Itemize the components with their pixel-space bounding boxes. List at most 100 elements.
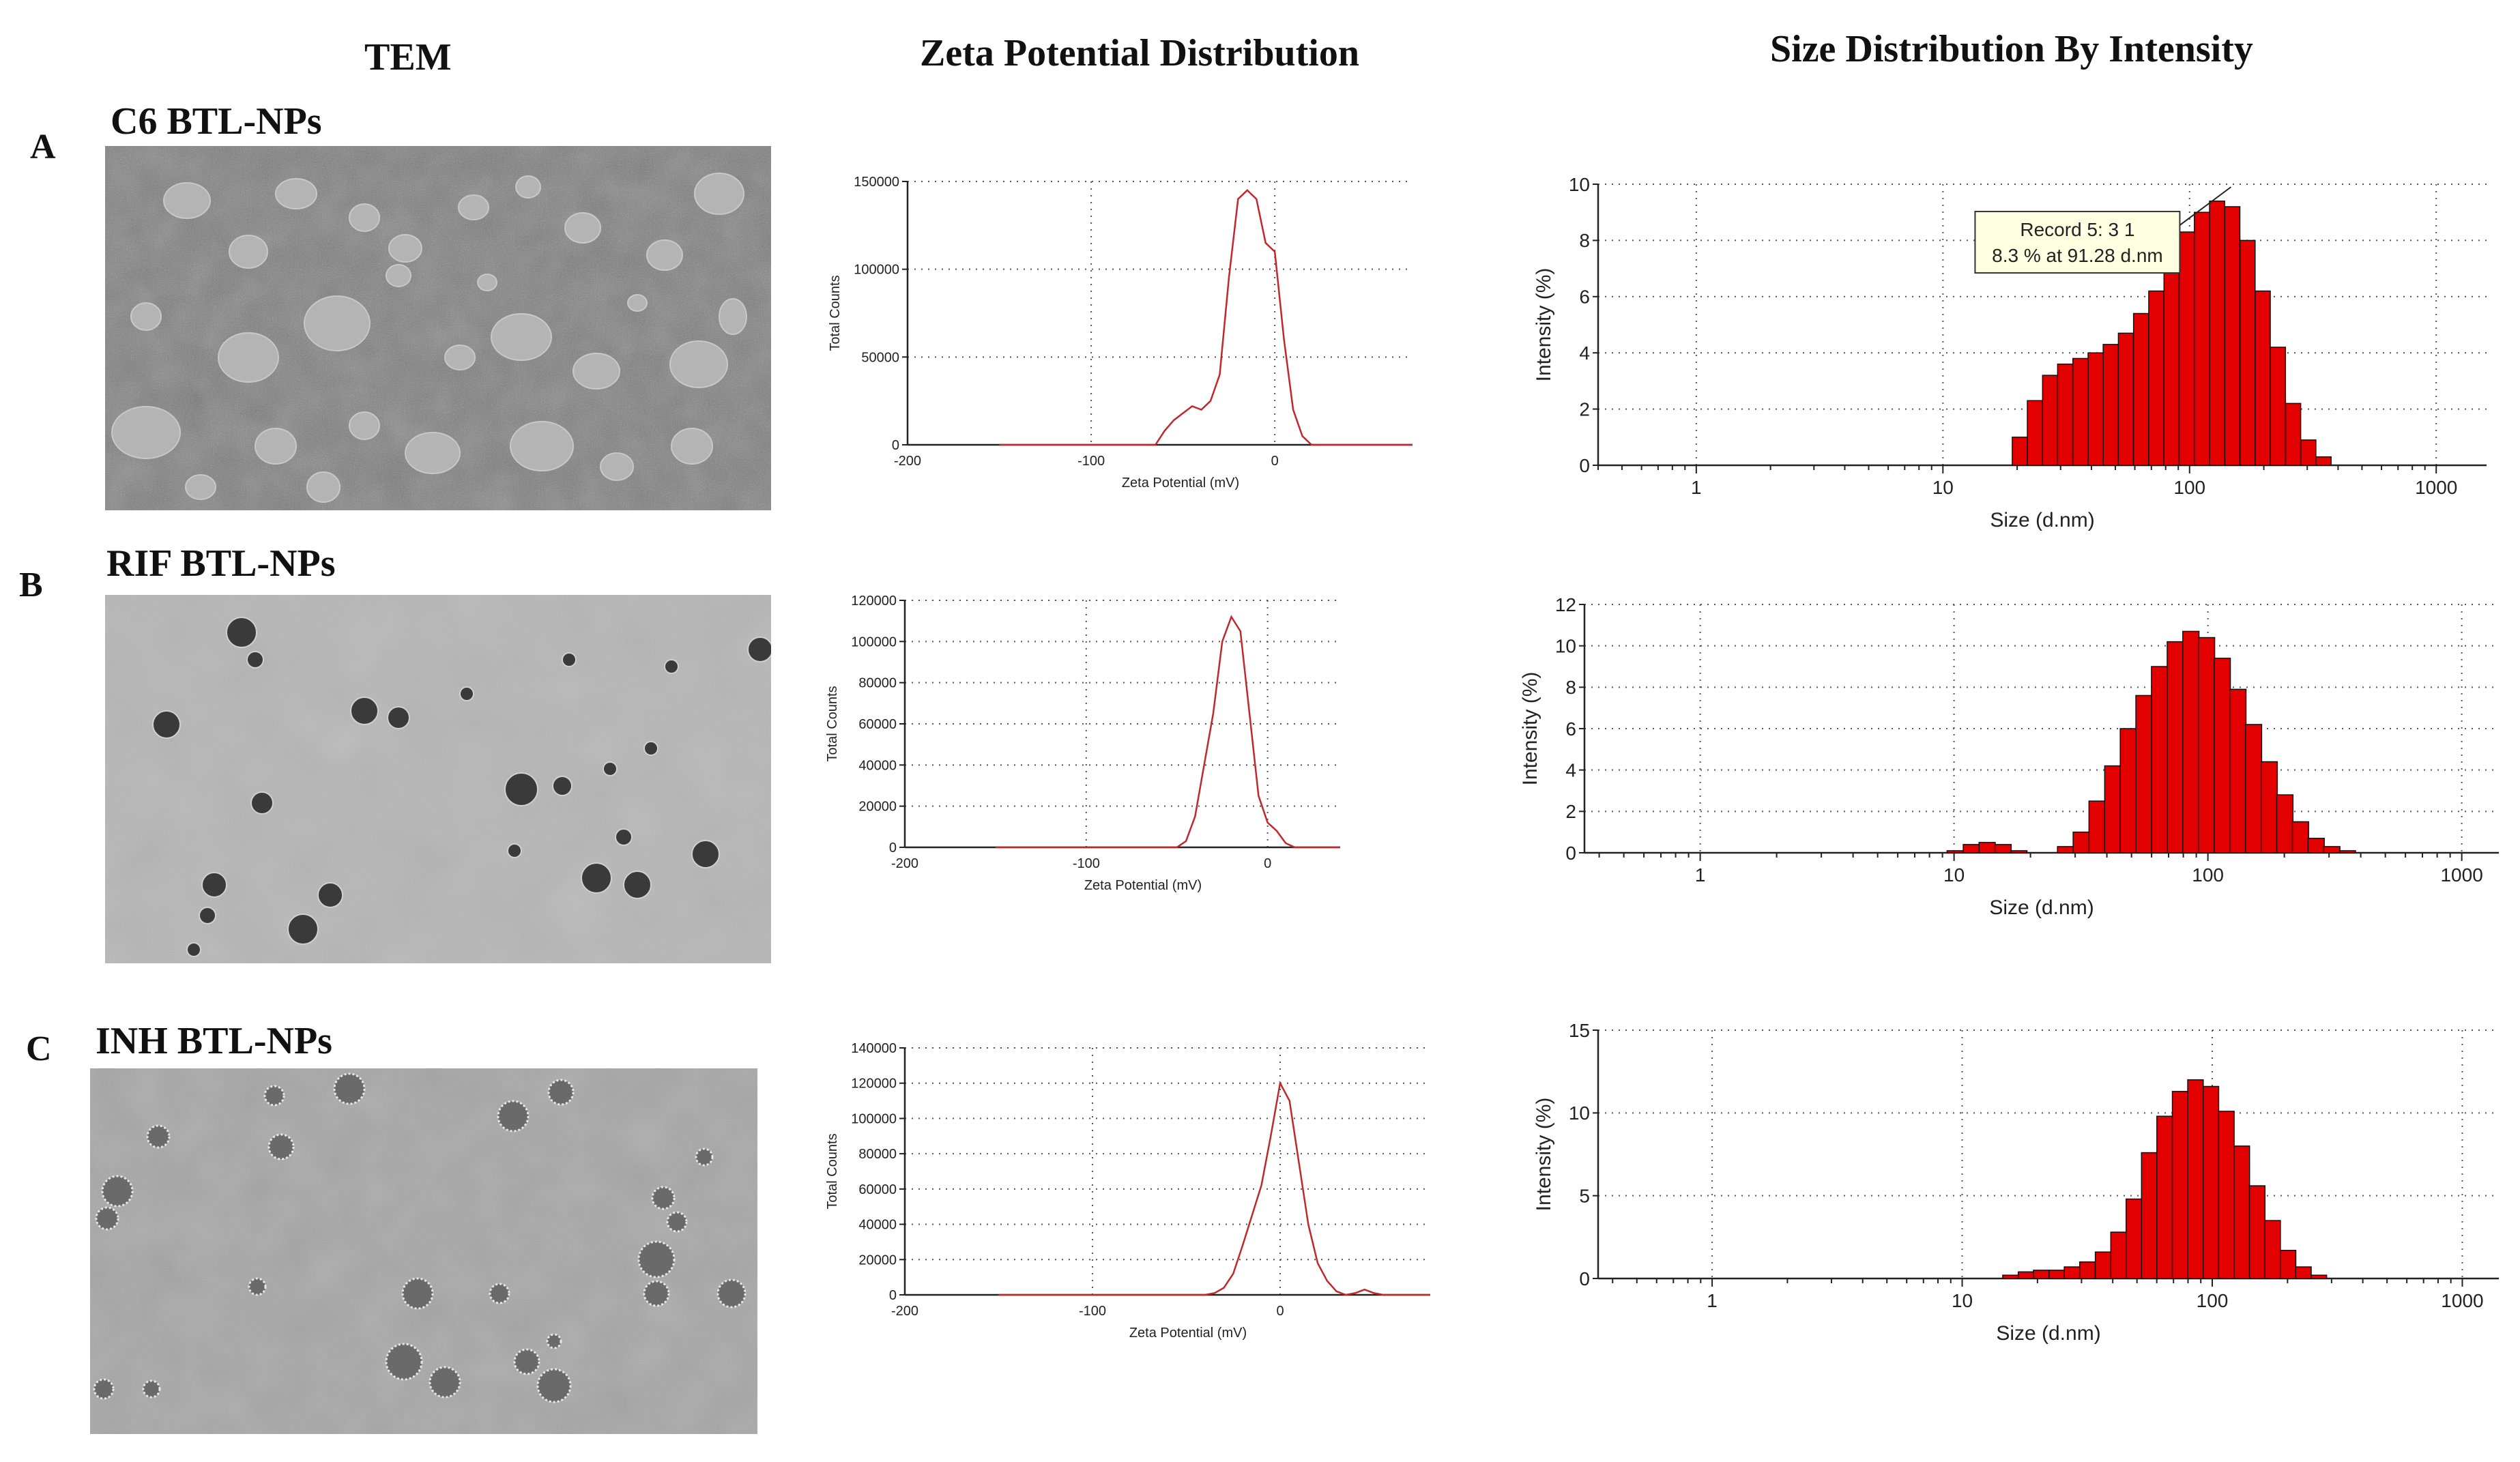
series-line: [999, 189, 1413, 446]
x-tick-label: -100: [1073, 856, 1100, 871]
bar: [2094, 1251, 2112, 1279]
annotation-line-1: Record 5: 3 1: [2020, 219, 2134, 240]
bar: [2323, 846, 2341, 853]
y-tick-label: 6: [1579, 287, 1590, 308]
x-tick-label: 1000: [2440, 864, 2482, 886]
y-tick-label: 150000: [854, 175, 899, 190]
x-axis-label: Zeta Potential (mV): [1122, 476, 1239, 491]
header-size: Size Distribution By Intensity: [1770, 28, 2253, 70]
x-tick-label: 10: [1932, 477, 1954, 498]
bar: [2202, 1085, 2220, 1279]
y-tick-label: 60000: [858, 717, 897, 732]
y-tick-label: 120000: [851, 594, 897, 609]
y-tick-label: 6: [1565, 718, 1576, 740]
x-tick-label: -100: [1077, 454, 1105, 469]
sample-label-a: C6 BTL-NPs: [111, 100, 322, 143]
y-tick-label: 8: [1579, 230, 1590, 251]
bar: [2311, 1274, 2328, 1279]
x-tick-label: 1: [1707, 1290, 1718, 1311]
x-axis-label: Zeta Potential (mV): [1084, 878, 1202, 893]
sample-label-c: INH BTL-NPs: [96, 1020, 332, 1062]
bar: [2063, 1266, 2081, 1279]
x-axis-label: Size (d.nm): [1990, 509, 2094, 531]
y-tick-label: 120000: [851, 1077, 897, 1092]
header-tem: TEM: [364, 36, 452, 78]
bar: [2171, 1091, 2189, 1279]
y-tick-label: 2: [1565, 801, 1576, 822]
bar: [2110, 1231, 2127, 1279]
bar: [2033, 1270, 2050, 1279]
bar: [2017, 1271, 2035, 1279]
series-line: [995, 615, 1340, 849]
x-tick-label: 1: [1695, 864, 1706, 886]
y-tick-label: 15: [1569, 1020, 1590, 1041]
bar: [2156, 1115, 2173, 1279]
y-tick-label: 2: [1579, 398, 1590, 420]
y-tick-label: 80000: [858, 1147, 897, 1162]
y-axis-label: Total Counts: [825, 1133, 840, 1209]
annotation-leader: [2179, 186, 2232, 226]
y-tick-label: 10: [1569, 174, 1590, 195]
x-tick-label: 100: [2192, 864, 2224, 886]
bar: [2279, 1249, 2297, 1279]
bar: [2264, 1220, 2281, 1279]
x-tick-label: -200: [891, 1304, 918, 1319]
row-letter-c: C: [26, 1029, 52, 1068]
x-tick-label: 1000: [2441, 1290, 2483, 1311]
y-tick-label: 100000: [851, 1111, 897, 1126]
bar: [2218, 1111, 2235, 1279]
y-tick-label: 0: [889, 1288, 897, 1303]
bar: [2048, 1270, 2066, 1279]
x-tick-label: 0: [1271, 454, 1279, 469]
y-tick-label: 4: [1565, 759, 1576, 780]
y-tick-label: 12: [1555, 594, 1576, 615]
bar: [2248, 1185, 2266, 1279]
y-axis-label: Total Counts: [825, 686, 840, 761]
y-tick-label: 100000: [854, 263, 899, 278]
x-tick-label: 0: [1276, 1304, 1284, 1319]
bar: [2291, 821, 2309, 853]
y-tick-label: 40000: [858, 758, 897, 773]
header-zeta: Zeta Potential Distribution: [920, 32, 1359, 74]
y-tick-label: 60000: [858, 1182, 897, 1197]
row-letter-b: B: [19, 566, 43, 604]
bar: [2141, 1152, 2158, 1279]
bar: [2315, 456, 2332, 466]
x-tick-label: 1: [1691, 477, 1702, 498]
tem-image-c: [90, 1068, 757, 1434]
y-tick-label: 0: [1579, 1268, 1590, 1289]
y-tick-label: 40000: [858, 1218, 897, 1233]
bar: [2307, 838, 2325, 853]
bar: [1994, 844, 2012, 853]
y-tick-label: 4: [1579, 342, 1590, 364]
annotation-box: [1974, 211, 2181, 274]
row-letter-a: A: [30, 128, 56, 166]
y-tick-label: 50000: [861, 350, 899, 365]
x-axis-label: Zeta Potential (mV): [1129, 1326, 1247, 1341]
sample-label-b: RIF BTL-NPs: [106, 542, 336, 585]
bar: [2187, 1079, 2204, 1279]
y-tick-label: 80000: [858, 676, 897, 691]
y-tick-label: 0: [889, 840, 897, 856]
y-axis-label: Total Counts: [828, 275, 843, 351]
bar: [2126, 1198, 2143, 1279]
bar: [2300, 439, 2317, 466]
tem-image-a: [105, 146, 771, 510]
y-tick-label: 10: [1569, 1102, 1590, 1124]
y-tick-label: 140000: [851, 1041, 897, 1056]
y-tick-label: 0: [892, 438, 899, 453]
x-tick-label: 100: [2197, 1290, 2229, 1311]
y-tick-label: 10: [1555, 635, 1576, 656]
bar: [2079, 1261, 2096, 1279]
x-tick-label: -100: [1079, 1304, 1106, 1319]
bar: [2002, 1274, 2019, 1279]
bar: [2295, 1266, 2312, 1279]
annotation-line-2: 8.3 % at 91.28 d.nm: [1992, 245, 2163, 266]
tem-image-b: [105, 595, 771, 963]
bar: [2010, 850, 2028, 853]
